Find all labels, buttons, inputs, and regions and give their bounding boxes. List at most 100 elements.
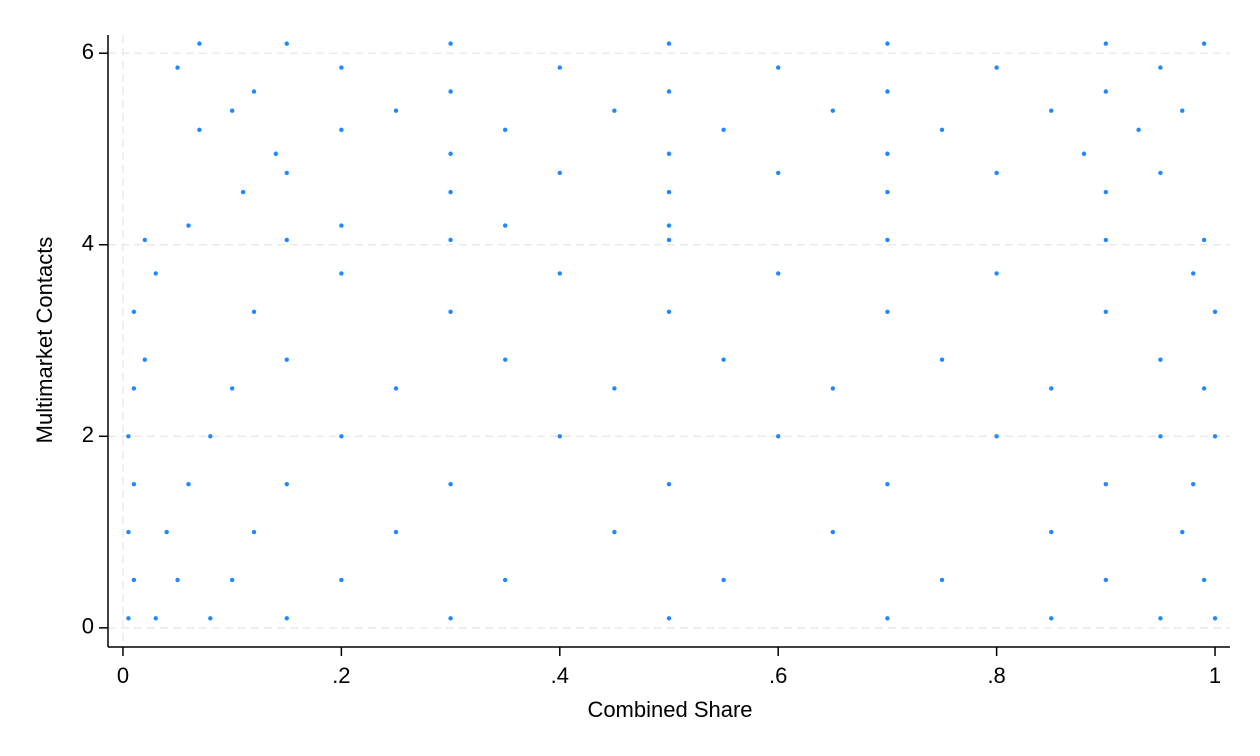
point bbox=[1180, 529, 1185, 535]
point bbox=[994, 434, 999, 439]
point bbox=[885, 309, 890, 314]
point bbox=[666, 309, 672, 314]
point bbox=[153, 271, 158, 276]
point bbox=[885, 151, 890, 156]
point bbox=[994, 271, 999, 276]
point bbox=[251, 529, 257, 535]
point bbox=[208, 616, 213, 621]
point bbox=[557, 271, 562, 276]
x-tick-label: 1 bbox=[1209, 663, 1221, 688]
point bbox=[448, 151, 453, 156]
point bbox=[448, 616, 453, 621]
point bbox=[142, 237, 148, 243]
point bbox=[1049, 616, 1054, 621]
x-tick-label: .4 bbox=[551, 663, 569, 688]
point bbox=[131, 309, 137, 314]
point bbox=[776, 271, 781, 276]
point bbox=[1158, 616, 1163, 621]
point bbox=[284, 170, 289, 176]
point bbox=[885, 481, 890, 487]
point bbox=[994, 170, 999, 176]
point bbox=[885, 237, 890, 243]
point bbox=[557, 434, 562, 439]
point bbox=[502, 577, 508, 583]
point bbox=[273, 151, 279, 156]
point bbox=[339, 577, 344, 583]
point bbox=[666, 151, 672, 156]
point bbox=[175, 65, 180, 70]
point bbox=[448, 481, 453, 487]
point bbox=[1049, 386, 1054, 391]
point bbox=[830, 529, 836, 535]
point bbox=[197, 127, 202, 133]
point bbox=[502, 127, 508, 133]
point bbox=[1103, 577, 1109, 583]
point bbox=[1212, 434, 1218, 439]
y-tick-label: 0 bbox=[82, 614, 94, 639]
point bbox=[186, 223, 191, 228]
point bbox=[393, 529, 399, 535]
point bbox=[666, 481, 672, 487]
point bbox=[885, 616, 890, 621]
point bbox=[131, 481, 137, 487]
point bbox=[666, 89, 672, 94]
point bbox=[939, 577, 945, 583]
point bbox=[1158, 434, 1163, 439]
point bbox=[229, 577, 235, 583]
point bbox=[1158, 357, 1163, 362]
point bbox=[164, 529, 169, 535]
point bbox=[1190, 481, 1196, 487]
point bbox=[448, 41, 453, 46]
point bbox=[939, 127, 945, 133]
point bbox=[284, 616, 289, 621]
point bbox=[448, 189, 453, 195]
point bbox=[448, 309, 453, 314]
point bbox=[557, 65, 562, 70]
point bbox=[885, 89, 890, 94]
point bbox=[251, 89, 257, 94]
point bbox=[885, 41, 890, 46]
point bbox=[284, 481, 289, 487]
point bbox=[284, 237, 289, 243]
point bbox=[131, 577, 137, 583]
point bbox=[1049, 108, 1054, 113]
point bbox=[1201, 577, 1207, 583]
point bbox=[939, 357, 945, 362]
point bbox=[1212, 309, 1218, 314]
point bbox=[175, 577, 180, 583]
point bbox=[208, 434, 213, 439]
point bbox=[612, 108, 617, 113]
point bbox=[339, 65, 344, 70]
point bbox=[830, 108, 836, 113]
point bbox=[393, 108, 399, 113]
point bbox=[1103, 189, 1109, 195]
point bbox=[197, 41, 202, 46]
point bbox=[1103, 89, 1109, 94]
point bbox=[186, 481, 191, 487]
point bbox=[721, 127, 726, 133]
point bbox=[284, 357, 289, 362]
point bbox=[776, 434, 781, 439]
point bbox=[721, 357, 726, 362]
point bbox=[666, 237, 672, 243]
point bbox=[126, 616, 131, 621]
point bbox=[142, 357, 148, 362]
point bbox=[448, 237, 453, 243]
y-tick-label: 4 bbox=[82, 231, 94, 256]
point bbox=[1201, 237, 1207, 243]
point bbox=[251, 309, 257, 314]
point bbox=[1190, 271, 1196, 276]
point bbox=[1201, 41, 1207, 46]
point bbox=[1103, 237, 1109, 243]
point bbox=[1158, 170, 1163, 176]
point bbox=[1158, 65, 1163, 70]
y-tick-label: 2 bbox=[82, 422, 94, 447]
x-tick-label: 0 bbox=[117, 663, 129, 688]
point bbox=[1201, 386, 1207, 391]
point bbox=[448, 89, 453, 94]
point bbox=[502, 223, 508, 228]
point bbox=[339, 223, 344, 228]
x-tick-label: .6 bbox=[769, 663, 787, 688]
